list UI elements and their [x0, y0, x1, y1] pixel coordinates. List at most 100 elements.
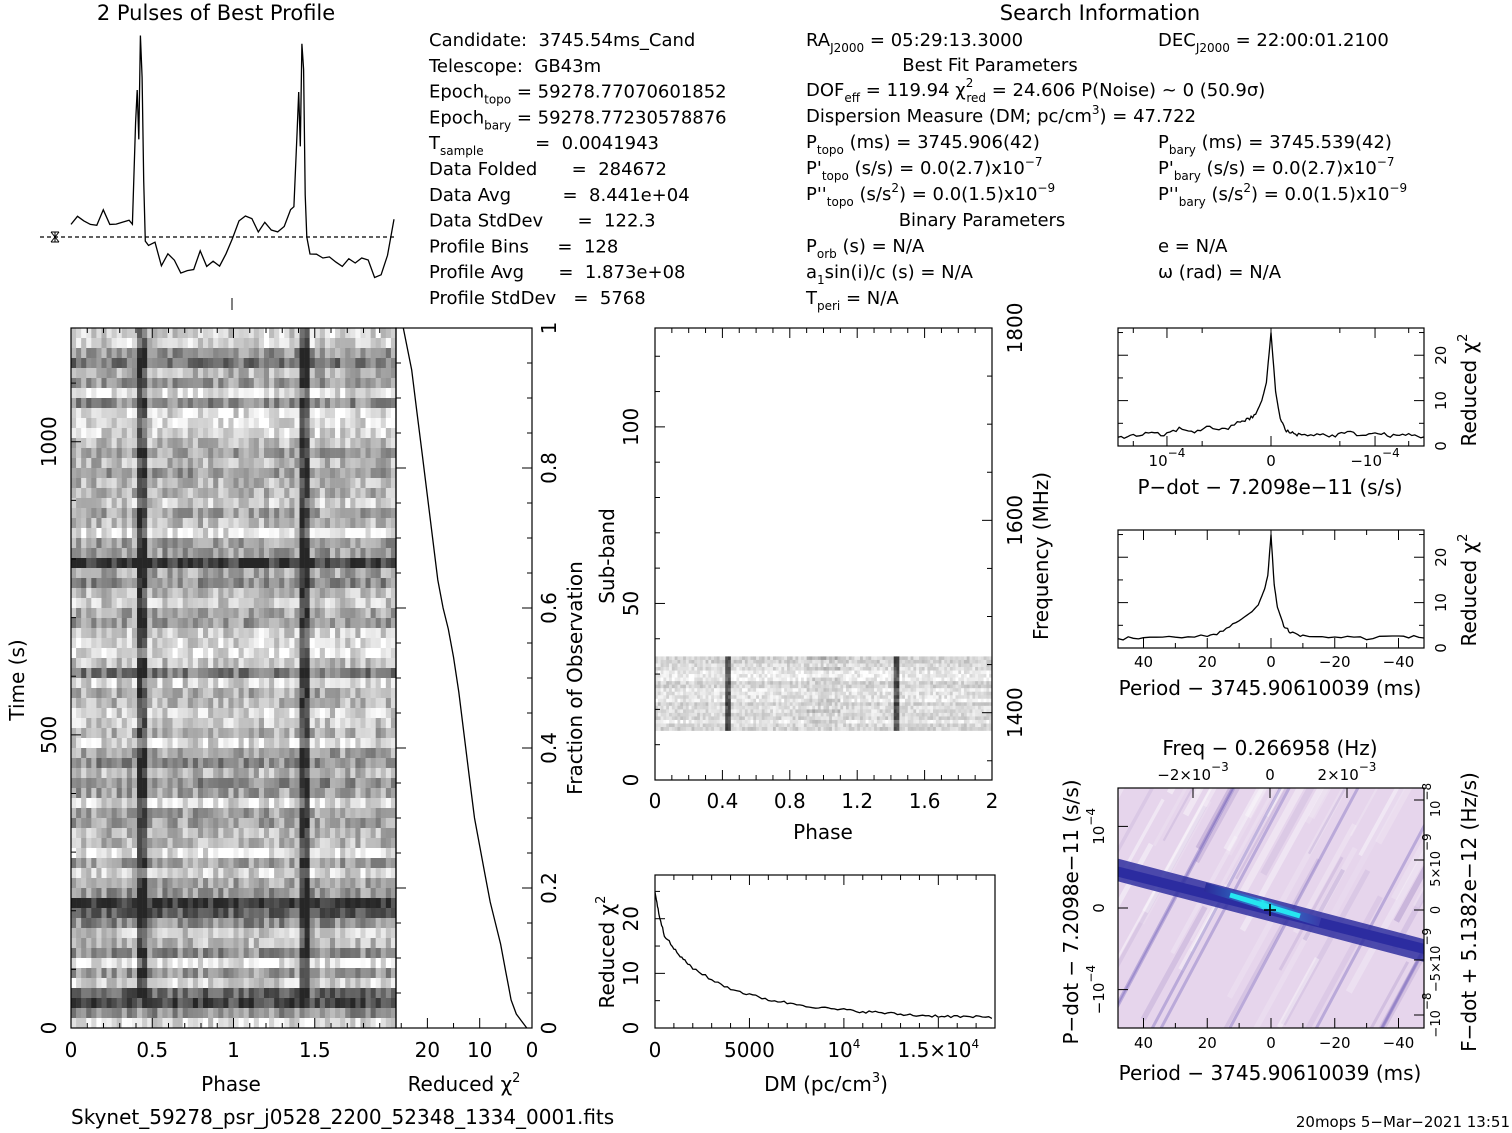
tick-label: 100 — [619, 408, 643, 446]
tick-label: −2×10−3 — [1157, 760, 1228, 784]
tick-label: 10 — [467, 1038, 492, 1062]
time-chi2-ticks: 20 10 0 0 0.2 0.4 0.6 0.8 1 — [396, 322, 561, 1062]
info-left-row: Profile Avg = 1.873e+08 — [429, 262, 685, 283]
tick-label: 1600 — [1003, 495, 1027, 546]
pdot-chi2-xlabel: P−dot − 7.2098e−11 (s/s) — [1137, 475, 1402, 499]
tick-label: 0.8 — [537, 452, 561, 484]
subband-phase-plot: 0 0.4 0.8 1.2 1.6 2 0 50 100 1400 1600 1800 Phase S… — [595, 303, 1053, 844]
tick-label: 1 — [227, 1038, 240, 1062]
tick-label: 1400 — [1003, 687, 1027, 738]
pdot-chi2-ticks: 10−4 0 −10−4 0 10 20 — [1118, 328, 1450, 470]
tick-label: 0 — [1266, 1034, 1276, 1052]
dm-chi2-ticks: 0 5000 104 1.5×104 0 10 20 — [619, 875, 996, 1062]
dec-line: DECJ2000 = 22:00:01.2100 — [1158, 30, 1389, 55]
tick-label: 0 — [649, 789, 662, 813]
tick-label: 0 — [526, 1038, 539, 1062]
best-fit-heading: Best Fit Parameters — [902, 55, 1077, 76]
tick-label: −40 — [1383, 1034, 1415, 1052]
time-phase-heatmap — [71, 328, 397, 1029]
ptopo-line: Ptopo (ms) = 3745.906(42) — [806, 132, 1040, 157]
info-left-row: Epochtopo = 59278.77070601852 — [429, 82, 727, 107]
time-phase-ticks: 0 0.5 1 1.5 0 500 1000 — [37, 328, 397, 1062]
period-chi2-xlabel: Period − 3745.90610039 (ms) — [1119, 676, 1422, 700]
tick-label: 1800 — [1003, 303, 1027, 354]
tick-label: 10−4 — [1149, 446, 1186, 470]
tick-label: 1 — [537, 322, 561, 335]
tick-label: 10 — [619, 961, 643, 986]
tick-label: −40 — [1383, 653, 1415, 671]
tick-label: 0 — [537, 1022, 561, 1035]
pdot-topo-line: P'topo (s/s) = 0.0(2.7)x10−7 — [806, 155, 1043, 183]
p-pdot-plot: 40 20 0 −20 −40−2×10−3 0 2×10−310−40−10−4−10−8… — [1059, 736, 1481, 1085]
tick-label: 10−4 — [1084, 808, 1108, 845]
subband-phase-ylabel: Sub-band — [595, 508, 619, 604]
tick-label: −10−4 — [1084, 965, 1108, 1014]
info-left-column: Candidate: 3745.54ms_Cand Telescope: GB43… — [428, 30, 727, 309]
profile-plot — [40, 35, 395, 310]
tick-label: 0 — [65, 1038, 78, 1062]
tick-label: −20 — [1319, 1034, 1351, 1052]
tick-label: 20 — [415, 1038, 440, 1062]
time-chi2-plot: 20 10 0 0 0.2 0.4 0.6 0.8 1 Reduced χ2 Fraction … — [395, 322, 587, 1096]
info-left-row: Candidate: 3745.54ms_Cand — [429, 30, 695, 51]
tick-label: 0 — [1265, 766, 1275, 784]
pddot-topo-line: P''topo (s/s2) = 0.0(1.5)x10−9 — [806, 181, 1055, 209]
info-block: Candidate: 3745.54ms_Cand Telescope: GB43… — [428, 30, 1407, 313]
tick-label: 0.4 — [706, 789, 738, 813]
dof-chi2-line: DOFeff = 119.94 χ2 red = 24.606 P(Noise) … — [806, 76, 1265, 105]
tick-label: 1.5 — [299, 1038, 331, 1062]
tick-label: 0 — [1090, 903, 1108, 913]
tick-label: 5000 — [724, 1038, 775, 1062]
pdot-chi2-frame — [1117, 327, 1425, 447]
tick-label: 40 — [1134, 1034, 1153, 1052]
a1sini-line: a1sin(i)/c (s) = N/A — [806, 262, 974, 287]
subband-phase-ticks: 0 0.4 0.8 1.2 1.6 2 0 50 100 1400 1600 1800 — [619, 303, 1027, 813]
time-phase-xlabel: Phase — [201, 1072, 261, 1096]
tick-label: 10 — [1432, 391, 1450, 410]
p-pdot-peak-marker — [1264, 904, 1276, 916]
time-chi2-y2label: Fraction of Observation — [563, 561, 587, 795]
tick-label: 0 — [1429, 906, 1444, 914]
tick-label: 1.5×104 — [898, 1037, 980, 1062]
tick-label: 20 — [1198, 1034, 1217, 1052]
info-left-row: Data Avg = 8.441e+04 — [429, 185, 690, 206]
dm-chi2-frame — [654, 874, 996, 1029]
pbary-line: Pbary (ms) = 3745.539(42) — [1158, 132, 1392, 157]
porb-line: Porb (s) = N/A — [806, 236, 925, 261]
tick-label: 20 — [1432, 346, 1450, 365]
footer-filename: Skynet_59278_psr_j0528_2200_52348_1334_0… — [71, 1105, 614, 1129]
tick-label: 10 — [1432, 593, 1450, 612]
profile-title: 2 Pulses of Best Profile — [97, 1, 335, 25]
period-chi2-ylabel: Reduced χ2 — [1456, 534, 1481, 647]
tick-label: 40 — [1134, 653, 1153, 671]
tick-label: 0.8 — [774, 789, 806, 813]
tick-label: 0 — [619, 774, 643, 787]
time-chi2-line — [402, 327, 528, 1029]
info-left-row: Telescope: GB43m — [428, 56, 601, 77]
pddot-bary-line: P''bary (s/s2) = 0.0(1.5)x10−9 — [1158, 181, 1407, 209]
tick-label: 0 — [37, 1022, 61, 1035]
p-pdot-y2label: F−dot + 5.1382e−12 (Hz/s) — [1457, 772, 1481, 1052]
binary-heading: Binary Parameters — [899, 210, 1066, 231]
p-pdot-title: Freq − 0.266958 (Hz) — [1162, 736, 1377, 760]
tick-label: 0.4 — [537, 732, 561, 764]
search-info-title: Search Information — [1000, 1, 1200, 25]
info-left-row: Epochbary = 59278.77230578876 — [429, 107, 727, 132]
subband-phase-xlabel: Phase — [793, 820, 853, 844]
p-pdot-heatmap — [1118, 788, 1424, 1028]
tick-label: 1000 — [37, 416, 61, 467]
tick-label: 500 — [37, 716, 61, 754]
tick-label: −10−4 — [1350, 446, 1399, 470]
pdot-chi2-plot: 10−4 0 −10−4 0 10 20 P−dot − 7.2098e−11 (s/s)… — [1117, 327, 1481, 499]
period-chi2-frame — [1117, 529, 1425, 649]
time-chi2-xlabel: Reduced χ2 — [408, 1071, 521, 1096]
dm-chi2-ylabel: Reduced χ2 — [594, 896, 619, 1009]
tick-label: 20 — [1198, 653, 1217, 671]
pdot-chi2-ylabel: Reduced χ2 — [1456, 334, 1481, 447]
tick-label: 50 — [619, 591, 643, 616]
dm-chi2-plot: 0 5000 104 1.5×104 0 10 20 DM (pc/cm3) Reduced… — [594, 874, 996, 1096]
tick-label: 0 — [1432, 441, 1450, 451]
time-phase-ylabel: Time (s) — [5, 639, 29, 721]
profile-error-bar — [50, 231, 60, 243]
tick-label: 0.6 — [537, 592, 561, 624]
